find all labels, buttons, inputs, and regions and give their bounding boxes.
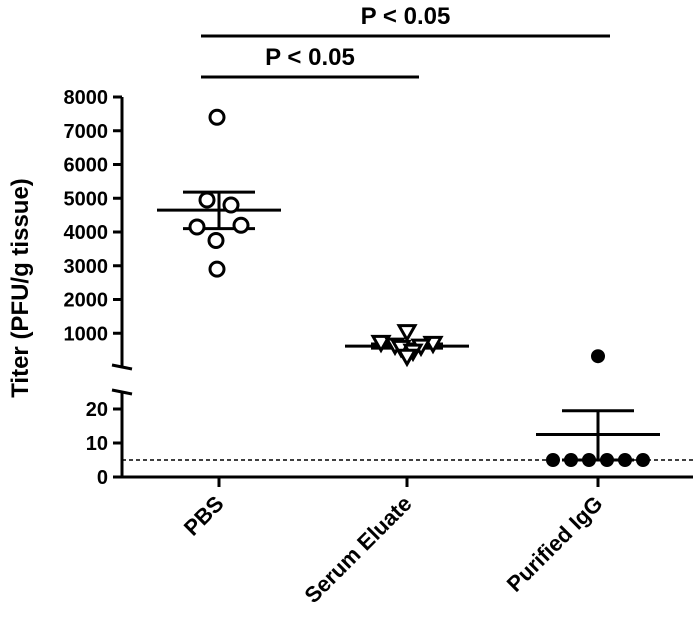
data-point: [591, 349, 605, 364]
data-marks: [157, 108, 660, 467]
y-tick-label: 3000: [64, 256, 109, 278]
x-tick-label: Serum Eluate: [299, 491, 416, 608]
data-point: [564, 453, 578, 467]
significance-label: P < 0.05: [265, 44, 355, 71]
y-tick-label: 0: [97, 467, 108, 489]
data-point: [396, 348, 418, 368]
y-tick-label: 7000: [64, 121, 109, 143]
y-axis-title: Titer (PFU/g tissue): [7, 178, 34, 398]
x-tick-label: PBS: [179, 491, 229, 541]
y-tick-label: 20: [86, 399, 108, 421]
x-tick-label: Purified IgG: [502, 491, 608, 597]
axis-break-upper: [111, 363, 133, 371]
y-tick-label: 6000: [64, 155, 109, 177]
data-point: [232, 216, 250, 234]
data-point: [208, 108, 226, 126]
data-point: [208, 260, 226, 278]
y-tick-label: 2000: [64, 290, 109, 312]
y-tick-label: 4000: [64, 222, 109, 244]
data-point: [370, 334, 392, 354]
significance-brackets: P < 0.05P < 0.05: [201, 3, 610, 79]
axis-break-lower: [111, 388, 133, 396]
data-point: [582, 453, 596, 467]
data-point: [636, 453, 650, 467]
y-tick-label: 8000: [64, 87, 109, 109]
data-point: [546, 453, 560, 467]
data-point: [188, 218, 206, 236]
data-point: [618, 453, 632, 467]
data-point: [198, 191, 216, 209]
significance-label: P < 0.05: [361, 3, 451, 30]
data-point: [396, 324, 418, 343]
data-point: [222, 196, 240, 214]
y-tick-label: 1000: [64, 323, 109, 345]
y-tick-label: 10: [86, 433, 108, 455]
data-point: [600, 453, 614, 467]
y-tick-label: 5000: [64, 188, 109, 210]
data-point: [207, 231, 225, 249]
